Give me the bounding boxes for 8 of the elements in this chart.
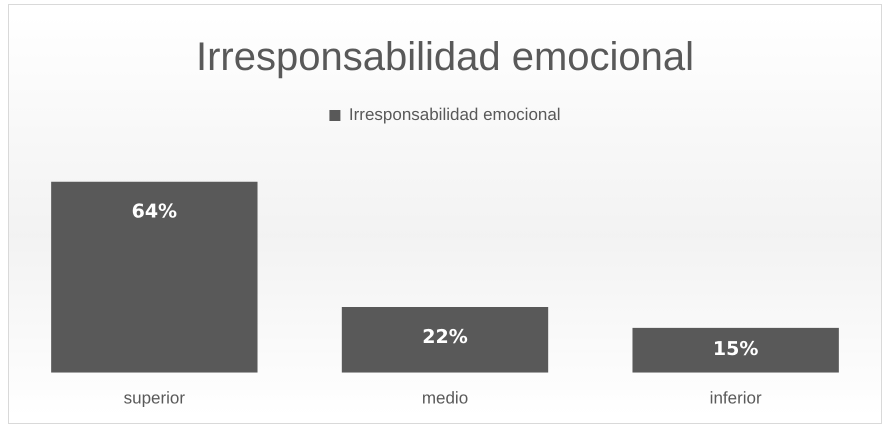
x-tick-label: inferior — [710, 388, 762, 408]
data-label: 22% — [422, 326, 468, 348]
data-label: 15% — [712, 338, 758, 360]
chart-title: Irresponsabilidad emocional — [196, 35, 694, 80]
legend-label: Irresponsabilidad emocional — [348, 105, 561, 124]
x-tick-label: medio — [422, 388, 468, 408]
x-tick-label: superior — [124, 388, 186, 408]
data-label: 64% — [132, 200, 178, 223]
